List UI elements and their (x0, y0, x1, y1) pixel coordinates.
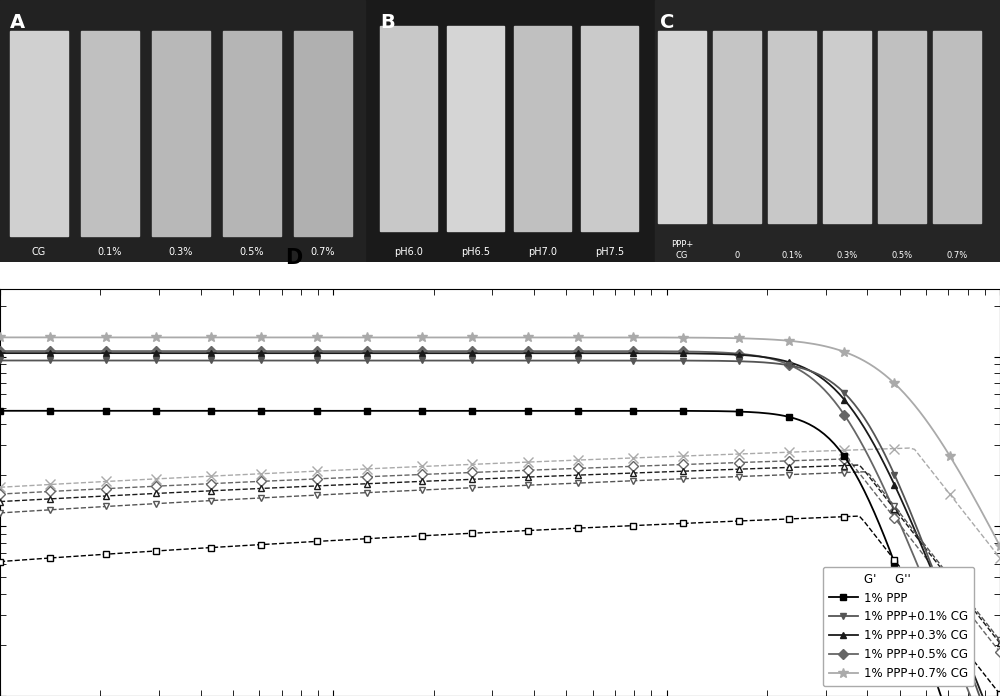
Bar (447, 26, 504, 231)
Bar (380, 26, 437, 231)
Text: pH6.0: pH6.0 (394, 247, 423, 258)
Text: pH7.0: pH7.0 (528, 247, 557, 258)
Text: C: C (660, 13, 674, 32)
Bar (81, 31, 139, 236)
Bar (878, 31, 926, 223)
Bar (514, 26, 571, 231)
Bar (152, 31, 210, 236)
Bar (223, 31, 281, 236)
Text: A: A (10, 13, 25, 32)
Bar (823, 31, 871, 223)
Bar (0, 0, 365, 262)
Text: 0.1%: 0.1% (781, 251, 803, 260)
Bar (10, 31, 68, 236)
Bar (658, 31, 706, 223)
Text: B: B (380, 13, 395, 32)
Text: CG: CG (32, 247, 46, 258)
Text: 0.7%: 0.7% (311, 247, 335, 258)
Text: 0.3%: 0.3% (169, 247, 193, 258)
Bar (375, 0, 645, 262)
Bar (768, 31, 816, 223)
Bar (294, 31, 352, 236)
Text: 0.1%: 0.1% (98, 247, 122, 258)
Legend: G'     G'', 1% PPP, 1% PPP+0.1% CG, 1% PPP+0.3% CG, 1% PPP+0.5% CG, 1% PPP+0.7% : G' G'', 1% PPP, 1% PPP+0.1% CG, 1% PPP+0… (823, 567, 974, 686)
Text: pH6.5: pH6.5 (461, 247, 490, 258)
Text: 0.5%: 0.5% (891, 251, 913, 260)
Text: 0: 0 (734, 251, 740, 260)
Text: pH7.5: pH7.5 (595, 247, 624, 258)
Bar (581, 26, 638, 231)
Text: PPP+
CG: PPP+ CG (671, 240, 693, 260)
Bar (655, 0, 1000, 262)
Text: D: D (285, 248, 302, 268)
Bar (933, 31, 981, 223)
Text: 0.3%: 0.3% (836, 251, 858, 260)
Text: 0.5%: 0.5% (240, 247, 264, 258)
Bar (713, 31, 761, 223)
Text: 0.7%: 0.7% (946, 251, 968, 260)
